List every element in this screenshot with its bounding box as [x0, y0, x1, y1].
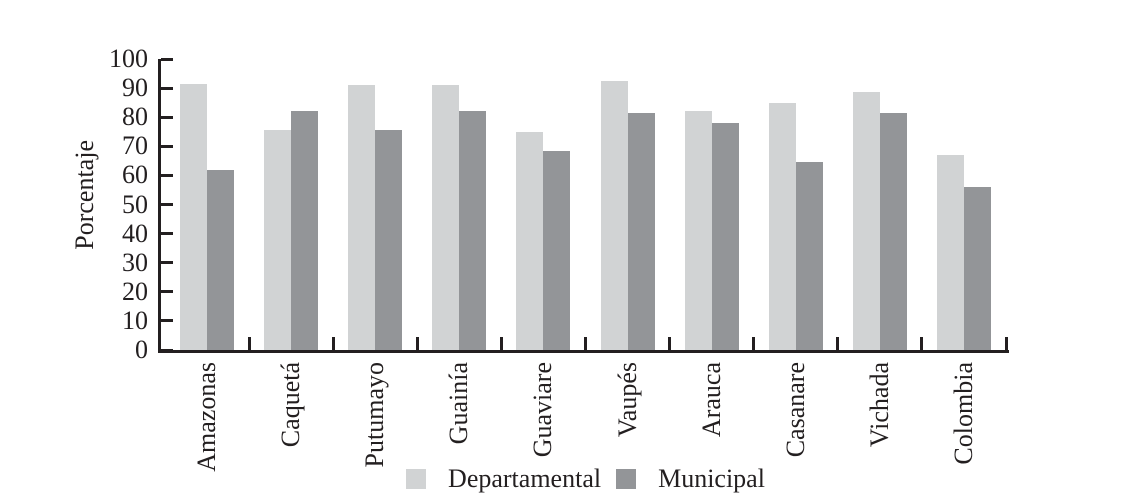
y-axis-tick — [161, 57, 173, 61]
x-axis-tick — [668, 337, 672, 350]
y-tick-label: 0 — [135, 335, 148, 364]
y-tick-label: 50 — [122, 189, 148, 219]
bar-departamental — [432, 85, 460, 350]
x-axis-tick — [331, 337, 335, 350]
legend-swatch — [406, 469, 427, 489]
y-axis-tick — [161, 115, 173, 119]
x-axis-tick — [836, 337, 840, 350]
bar-departamental — [600, 80, 628, 350]
bar-municipal — [375, 130, 403, 350]
y-axis-tick — [161, 232, 173, 236]
category-label: Guainía — [444, 362, 474, 445]
x-axis-tick — [1004, 337, 1008, 350]
bar-departamental — [936, 155, 964, 350]
y-tick-label: 40 — [122, 218, 148, 248]
category-label: Colombia — [948, 362, 978, 465]
bar-municipal — [879, 112, 907, 350]
legend-swatch — [616, 469, 637, 489]
bar-municipal — [207, 169, 235, 350]
category-label: Casanare — [780, 362, 810, 458]
y-tick-label: 100 — [109, 44, 148, 73]
x-axis-tick — [584, 337, 587, 350]
y-axis-tick — [161, 173, 173, 177]
category-label: Arauca — [696, 362, 726, 438]
category-label: Vaupés — [612, 362, 642, 438]
bar-departamental — [768, 102, 796, 350]
bar-municipal — [711, 123, 739, 350]
bar-departamental — [852, 92, 880, 350]
x-axis-tick — [752, 337, 756, 350]
legend-label: Municipal — [658, 464, 765, 493]
legend-entry: Municipal — [616, 464, 765, 494]
y-tick-label: 80 — [122, 102, 148, 132]
x-axis-tick — [920, 337, 924, 350]
bar-departamental — [264, 130, 292, 350]
bar-departamental — [684, 111, 712, 350]
y-tick-label: 60 — [122, 160, 148, 190]
bar-departamental — [348, 85, 376, 350]
bar-municipal — [795, 162, 823, 350]
category-label: Putumayo — [360, 362, 390, 468]
category-label: Vichada — [864, 362, 894, 448]
y-axis-tick — [161, 261, 173, 265]
x-axis-line — [158, 350, 1009, 353]
y-tick-label: 90 — [122, 73, 148, 103]
y-tick-label: 70 — [122, 131, 148, 161]
y-tick-label: 20 — [122, 276, 148, 306]
category-label: Guaviare — [528, 362, 558, 458]
legend-entry: Departamental — [406, 464, 601, 494]
bar-departamental — [516, 131, 544, 350]
legend: Departamental Municipal — [165, 464, 1006, 494]
legend-label: Departamental — [448, 464, 602, 493]
category-label: Caquetá — [276, 362, 306, 448]
bar-municipal — [459, 111, 487, 350]
bar-municipal — [543, 150, 571, 350]
y-axis-tick — [161, 319, 173, 323]
bar-municipal — [291, 111, 319, 350]
y-axis-tick — [161, 290, 173, 294]
y-tick-label: 10 — [122, 305, 148, 335]
bar-municipal — [627, 112, 655, 350]
y-axis-line — [158, 59, 161, 353]
x-axis-tick — [247, 337, 251, 350]
bar-departamental — [180, 83, 208, 350]
y-axis-tick — [161, 86, 173, 90]
y-tick-label: 30 — [122, 247, 148, 277]
y-axis-tick — [161, 348, 173, 352]
x-axis-tick — [499, 337, 503, 350]
x-axis-tick — [415, 337, 419, 350]
bar-municipal — [963, 187, 991, 350]
y-axis-tick — [161, 144, 173, 148]
y-axis-tick — [161, 203, 173, 206]
category-label: Amazonas — [192, 362, 222, 472]
